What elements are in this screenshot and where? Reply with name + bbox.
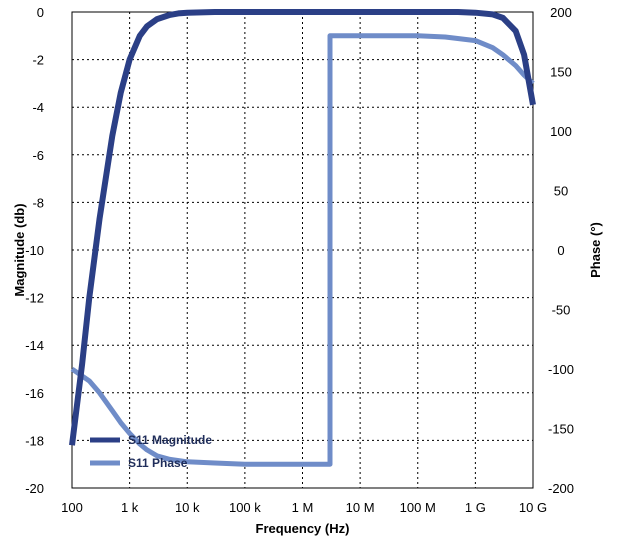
x-tick-label: 1 k (121, 500, 139, 515)
x-tick-label: 10 k (175, 500, 200, 515)
legend-label-phase: S11 Phase (128, 456, 188, 470)
x-axis-title: Frequency (Hz) (256, 521, 350, 536)
y-right-tick-label: 100 (550, 124, 572, 139)
y-left-tick-label: -16 (25, 386, 44, 401)
x-axis-ticks: 100 1 k 10 k 100 k 1 M 10 M 100 M 1 G 10 G (61, 500, 547, 515)
y-right-tick-label: 50 (554, 184, 568, 199)
y-left-tick-label: -20 (25, 481, 44, 496)
y-axis-left-title: Magnitude (db) (12, 203, 27, 296)
y-left-tick-label: -2 (32, 53, 44, 68)
series (69, 9, 536, 467)
y-right-tick-label: -150 (548, 422, 574, 437)
x-tick-label: 100 (61, 500, 83, 515)
y-right-tick-label: -100 (548, 362, 574, 377)
y-left-tick-label: -18 (25, 433, 44, 448)
y-right-tick-label: -50 (552, 303, 571, 318)
x-tick-label: 10 G (519, 500, 547, 515)
y-axis-left-ticks: 0 -2 -4 -6 -8 -10 -12 -14 -16 -18 -20 (25, 5, 44, 496)
series-s11-magnitude-line (69, 9, 536, 446)
y-right-tick-label: 200 (550, 5, 572, 20)
grid (72, 12, 533, 488)
y-left-tick-label: -4 (32, 100, 44, 115)
y-right-tick-label: 0 (557, 243, 564, 258)
y-axis-right-ticks: 200 150 100 50 0 -50 -100 -150 -200 (548, 5, 574, 496)
y-left-tick-label: -12 (25, 291, 44, 306)
x-tick-label: 10 M (346, 500, 375, 515)
x-tick-label: 100 k (229, 500, 261, 515)
x-tick-label: 1 M (292, 500, 314, 515)
y-right-tick-label: 150 (550, 65, 572, 80)
y-left-tick-label: -8 (32, 195, 44, 210)
y-right-tick-label: -200 (548, 481, 574, 496)
legend-label-magnitude: S11 Magnitude (128, 433, 212, 447)
y-left-tick-label: -10 (25, 243, 44, 258)
y-left-tick-label: 0 (37, 5, 44, 20)
y-left-tick-label: -6 (32, 148, 44, 163)
legend: S11 Magnitude S11 Phase (90, 433, 212, 470)
y-axis-right-title: Phase (°) (588, 222, 603, 278)
y-left-tick-label: -14 (25, 338, 44, 353)
x-tick-label: 1 G (465, 500, 486, 515)
series-s11-phase-line (70, 33, 535, 467)
x-tick-label: 100 M (400, 500, 436, 515)
